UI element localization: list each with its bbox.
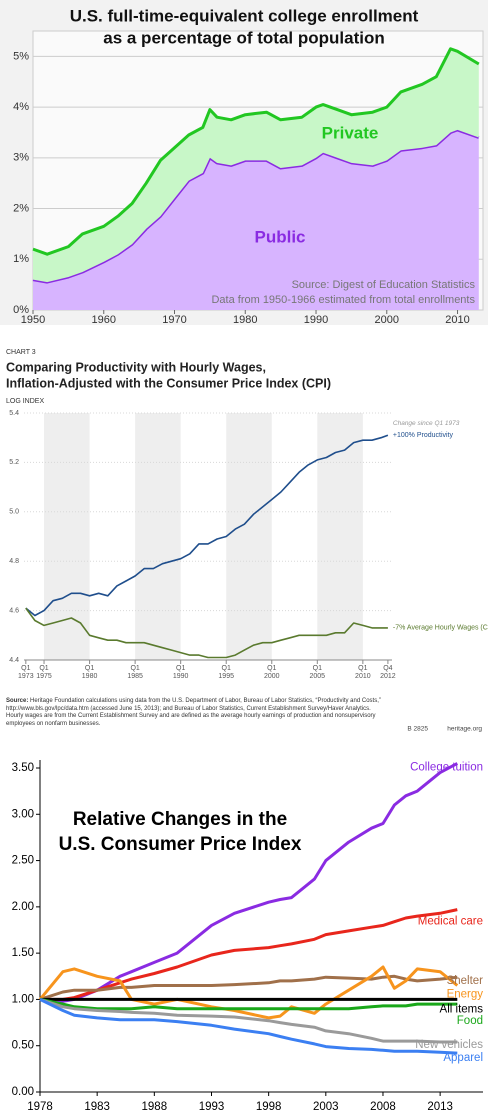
x-tick-label: 1990 (304, 314, 328, 326)
x-tick-label: Q1 1973 (18, 665, 34, 680)
chart-title: Inflation-Adjusted with the Consumer Pri… (6, 376, 331, 390)
x-tick-label: Q4 2012 (380, 665, 396, 680)
y-tick-label: 3.50 (12, 762, 34, 774)
x-tick-label: Q1 1995 (218, 665, 234, 680)
series-label: New vehicles (415, 1039, 483, 1051)
line (39, 974, 458, 1001)
y-tick-label: 1% (13, 253, 29, 265)
line (39, 998, 458, 1055)
y-tick-label: 4.4 (9, 657, 19, 664)
x-tick-label: Q1 2000 (263, 665, 280, 680)
band (135, 413, 181, 660)
x-tick-label: 2013 (427, 1101, 453, 1113)
x-tick-label: 1960 (92, 314, 116, 326)
x-tick-label: 1988 (142, 1101, 168, 1113)
x-tick-label: Q1 2010 (355, 665, 371, 680)
y-tick-label: 2% (13, 202, 29, 214)
series-label: Private (322, 123, 379, 142)
chart-title: U.S. full-time-equivalent college enroll… (70, 6, 419, 25)
source-note: Data from 1950-1966 estimated from total… (211, 294, 475, 306)
y-tick-label: 0.00 (12, 1086, 34, 1098)
y-tick-label: 5.0 (9, 509, 19, 516)
line (39, 997, 458, 1011)
chart-title: Relative Changes in the (73, 809, 287, 830)
series-label: Medical care (418, 916, 483, 928)
x-tick-label: 2010 (445, 314, 469, 326)
band (226, 413, 272, 660)
source: Source: Heritage Foundation calculations… (6, 698, 386, 728)
band (317, 413, 363, 660)
line (39, 762, 459, 1003)
chart-title: Comparing Productivity with Hourly Wages… (6, 360, 266, 374)
line (39, 997, 458, 1044)
y-tick-label: 1.50 (12, 947, 34, 959)
area-line (32, 47, 480, 256)
source-note: Source: Digest of Education Statistics (292, 279, 476, 291)
x-tick-label: 2000 (375, 314, 399, 326)
source-label: Source: (6, 698, 29, 704)
series-label: -7% Average Hourly Wages (CPI) (393, 625, 488, 632)
source-text: Heritage Foundation calculations using d… (6, 698, 381, 727)
line (40, 908, 458, 1001)
series-label: Food (457, 1015, 483, 1027)
area (33, 129, 479, 310)
y-tick-label: 2.50 (12, 855, 34, 867)
series-label: Energy (447, 989, 484, 1001)
footer-site: heritage.org (447, 726, 482, 733)
area (33, 48, 479, 283)
x-tick-label: 1983 (84, 1101, 110, 1113)
y-tick-label: 3% (13, 152, 29, 164)
chart-title: as a percentage of total population (103, 28, 384, 47)
x-tick-label: Q1 1975 (36, 665, 52, 680)
kicker: CHART 3 (6, 349, 36, 356)
y-tick-label: 3.00 (12, 808, 34, 820)
line (25, 607, 388, 659)
annotation: Change since Q1 1973 (393, 420, 460, 427)
y-tick-label: 0.50 (12, 1040, 34, 1052)
x-tick-label: 1978 (27, 1101, 53, 1113)
y-tick-label: 0% (13, 304, 29, 316)
footer-id: B 2825 (407, 726, 428, 733)
y-axis-title: LOG INDEX (6, 398, 44, 405)
x-tick-label: 1993 (199, 1101, 225, 1113)
series-label: +100% Productivity (393, 432, 454, 439)
series-label: Apparel (443, 1052, 483, 1064)
series-label: All items (440, 1003, 484, 1015)
y-tick-label: 5.2 (9, 459, 19, 466)
line (38, 965, 459, 1020)
x-tick-label: 1998 (256, 1101, 282, 1113)
y-tick-label: 5% (13, 50, 29, 62)
y-tick-label: 4.8 (9, 558, 19, 565)
series-label: College tuition (410, 761, 483, 773)
x-tick-label: Q1 1985 (127, 665, 143, 680)
series-label: Shelter (447, 975, 484, 987)
y-tick-label: 2.00 (12, 901, 34, 913)
chart-title: U.S. Consumer Price Index (59, 834, 302, 855)
x-tick-label: Q1 1990 (172, 665, 189, 680)
x-tick-label: 1970 (162, 314, 186, 326)
x-tick-label: 1980 (233, 314, 257, 326)
line (25, 434, 389, 617)
x-tick-label: 2008 (370, 1101, 396, 1113)
x-tick-label: 2003 (313, 1101, 339, 1113)
x-tick-label: Q1 1980 (81, 665, 98, 680)
y-tick-label: 4% (13, 101, 29, 113)
series-label: Public (254, 227, 305, 246)
x-tick-label: 1950 (21, 314, 45, 326)
y-tick-label: 1.00 (12, 993, 34, 1005)
x-tick-label: Q1 2005 (309, 665, 326, 680)
y-tick-label: 4.6 (9, 607, 19, 614)
y-tick-label: 5.4 (9, 410, 19, 417)
